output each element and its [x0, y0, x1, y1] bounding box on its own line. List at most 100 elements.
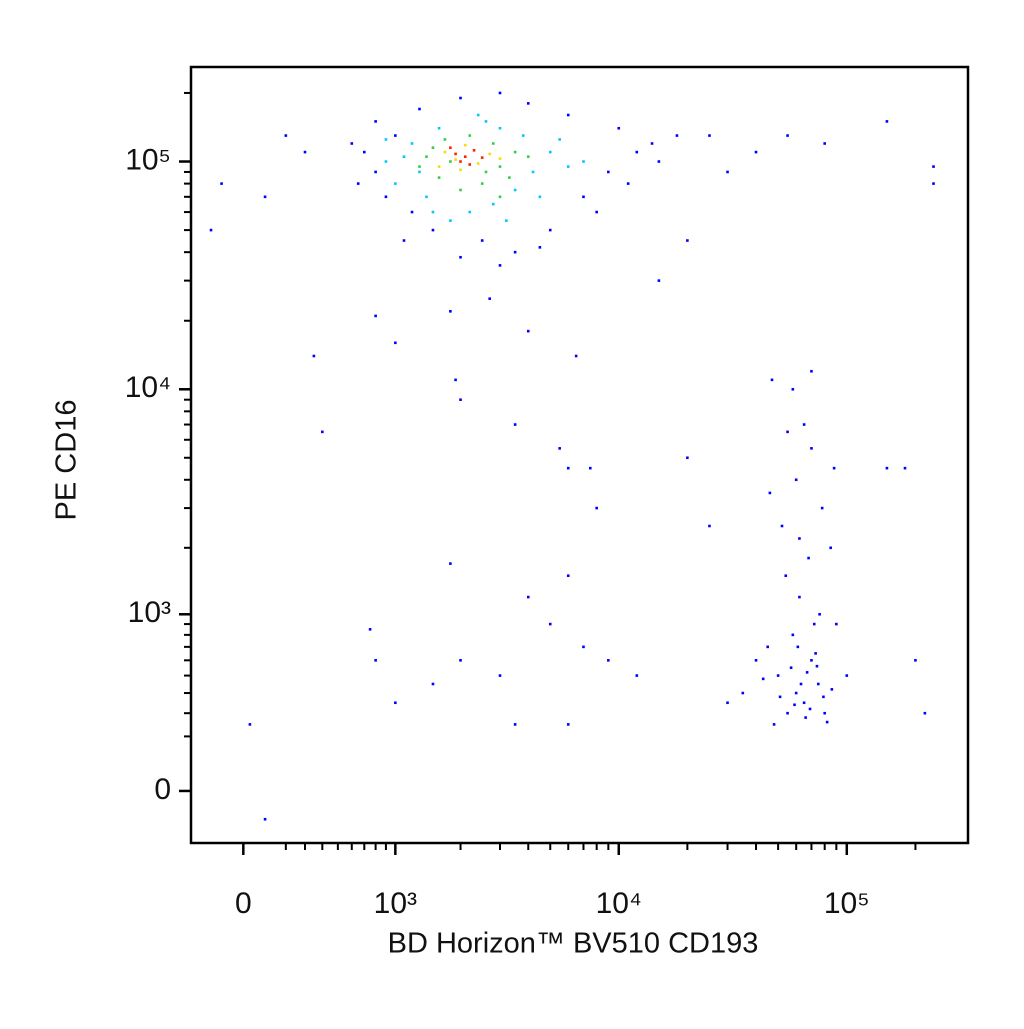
point	[374, 120, 377, 123]
point	[484, 170, 488, 174]
point	[449, 146, 452, 149]
point	[463, 143, 467, 147]
point	[443, 150, 447, 154]
point	[459, 255, 462, 259]
point	[431, 682, 435, 686]
point	[263, 817, 267, 821]
point	[498, 195, 502, 199]
point	[768, 491, 772, 495]
point	[312, 354, 316, 358]
point	[885, 466, 889, 470]
y-axis-title: PE CD16	[51, 400, 83, 521]
point	[708, 524, 711, 528]
point	[418, 170, 421, 174]
point	[617, 126, 621, 130]
point	[780, 524, 784, 528]
point	[548, 622, 552, 626]
point	[384, 138, 388, 141]
point	[791, 633, 795, 637]
point	[437, 126, 441, 130]
point	[418, 107, 421, 111]
point	[498, 91, 502, 95]
point	[363, 150, 366, 154]
x-tick-label: 10⁵	[824, 887, 870, 920]
point	[626, 182, 630, 185]
point	[635, 150, 639, 154]
point	[488, 152, 492, 156]
point	[513, 423, 517, 426]
point	[374, 659, 377, 662]
point	[923, 711, 927, 715]
point	[437, 176, 441, 179]
point	[384, 195, 388, 199]
point	[374, 170, 377, 174]
point	[491, 142, 495, 145]
point	[538, 195, 542, 199]
point	[822, 695, 825, 699]
point	[521, 134, 525, 137]
point	[394, 134, 397, 137]
point	[818, 612, 821, 616]
point	[472, 149, 476, 152]
point	[476, 162, 480, 165]
point	[776, 674, 780, 677]
point	[374, 314, 377, 318]
point	[802, 423, 806, 426]
point	[766, 645, 769, 649]
point	[914, 659, 917, 662]
point	[778, 695, 782, 699]
point	[823, 142, 826, 145]
point	[796, 645, 800, 649]
point	[741, 691, 745, 695]
point	[463, 155, 467, 158]
point	[814, 652, 817, 655]
point	[459, 659, 462, 662]
point	[454, 378, 457, 382]
point	[459, 96, 462, 100]
point	[449, 219, 452, 222]
x-axis-title: BD Horizon™ BV510 CD193	[388, 928, 759, 960]
point	[770, 378, 774, 382]
point	[815, 664, 819, 668]
point	[754, 659, 758, 662]
point	[793, 703, 796, 707]
point	[394, 341, 397, 345]
point	[431, 146, 435, 149]
point	[808, 707, 812, 711]
point	[595, 210, 598, 214]
point	[726, 170, 729, 174]
point	[484, 120, 488, 123]
point	[558, 447, 561, 450]
point	[513, 250, 517, 254]
x-tick-label: 0	[235, 887, 252, 920]
point	[531, 170, 535, 174]
point	[498, 264, 502, 267]
point	[410, 142, 414, 145]
point	[303, 150, 307, 154]
point	[459, 168, 462, 172]
point	[498, 165, 502, 168]
point	[657, 279, 661, 282]
point	[566, 165, 570, 168]
x-tick-label: 10³	[374, 887, 417, 920]
point	[263, 195, 267, 199]
point	[425, 155, 428, 158]
point	[491, 202, 495, 206]
point	[812, 622, 816, 626]
point	[810, 447, 813, 450]
point	[810, 659, 813, 662]
point	[526, 329, 530, 333]
point	[513, 150, 517, 154]
point	[454, 158, 457, 161]
point	[449, 160, 452, 163]
point	[425, 195, 428, 199]
point	[498, 674, 502, 677]
plot-frame	[189, 65, 970, 845]
point	[635, 674, 639, 677]
point	[476, 113, 480, 117]
point	[761, 677, 765, 681]
point	[835, 622, 838, 626]
point	[558, 138, 561, 141]
